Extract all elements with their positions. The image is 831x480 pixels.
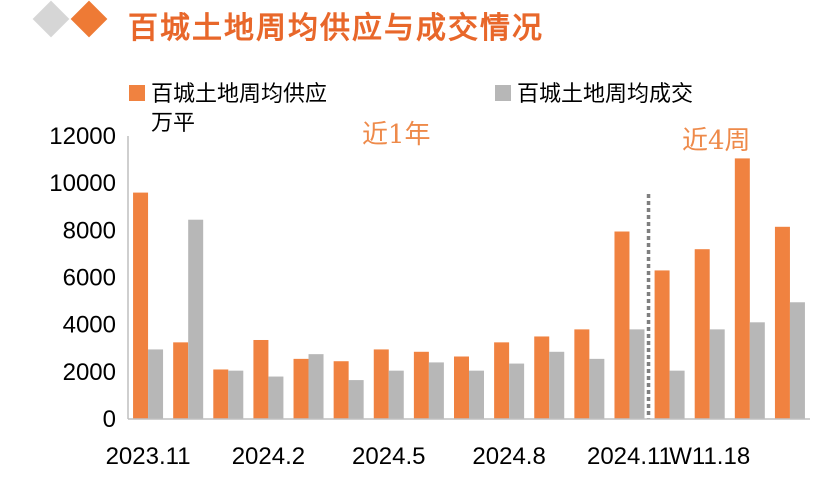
- bar-deal: [669, 370, 685, 419]
- bar-deal: [308, 354, 324, 419]
- y-tick-label: 4000: [63, 312, 116, 339]
- bar-deal: [268, 376, 284, 419]
- bar-deal: [348, 380, 364, 419]
- bar-supply: [534, 336, 550, 419]
- bar-deal: [789, 302, 805, 419]
- bar-supply: [494, 342, 510, 419]
- legend: 百城土地周均供应 百城土地周均成交: [129, 82, 693, 107]
- bar-supply: [774, 226, 790, 419]
- y-tick-label: 8000: [63, 217, 116, 244]
- annotation-recent-year: 近1年: [362, 120, 431, 150]
- legend-swatch-supply: [129, 85, 145, 101]
- y-axis-unit: 万平: [151, 111, 195, 136]
- bar-supply: [454, 356, 469, 419]
- bar-supply: [133, 192, 149, 419]
- x-tick-label: 2024.8: [472, 443, 545, 470]
- bar-deal: [188, 219, 204, 419]
- x-tick-label: 2024.2: [232, 443, 305, 470]
- y-tick-label: 12000: [49, 123, 116, 150]
- bar-supply: [574, 329, 590, 419]
- bar-supply: [373, 349, 389, 419]
- bar-deal: [589, 358, 605, 419]
- bar-supply: [293, 358, 309, 419]
- bar-supply: [654, 270, 670, 419]
- bars: [133, 158, 805, 419]
- bar-supply: [734, 158, 750, 419]
- bar-deal: [749, 322, 765, 419]
- bar-deal: [469, 370, 484, 419]
- bar-deal: [228, 370, 244, 419]
- bar-supply: [333, 361, 349, 419]
- y-tick-label: 10000: [49, 170, 116, 197]
- legend-label-supply: 百城土地周均供应: [151, 82, 327, 107]
- y-tick-label: 0: [103, 406, 116, 433]
- bar-deal: [509, 363, 525, 419]
- bar-deal: [428, 362, 444, 419]
- bar-supply: [694, 249, 710, 419]
- x-tick-label: 2024.5: [352, 443, 425, 470]
- annotation-recent-weeks: 近4周: [682, 126, 751, 156]
- y-tick-label: 2000: [63, 359, 116, 386]
- page-title: 百城土地周均供应与成交情况: [128, 11, 544, 46]
- bar-supply: [614, 231, 630, 419]
- bar-deal: [148, 349, 164, 419]
- y-axis: 0 2000 4000 6000 8000 10000 12000: [49, 123, 116, 433]
- x-tick-label: W11.18: [669, 443, 750, 470]
- bar-deal: [549, 351, 565, 419]
- bar-supply: [253, 339, 269, 419]
- legend-swatch-deal: [495, 85, 511, 101]
- bar-supply: [413, 351, 429, 419]
- bar-deal: [709, 329, 725, 419]
- bar-deal: [388, 370, 404, 419]
- y-tick-label: 6000: [63, 265, 116, 292]
- x-tick-label: 2023.11: [106, 443, 191, 470]
- legend-label-deal: 百城土地周均成交: [517, 82, 693, 107]
- bar-supply: [213, 369, 229, 419]
- bar-deal: [629, 329, 645, 419]
- x-tick-label: 2024.11: [587, 443, 672, 470]
- bar-supply: [173, 342, 189, 419]
- header: 百城土地周均供应与成交情况: [0, 0, 831, 52]
